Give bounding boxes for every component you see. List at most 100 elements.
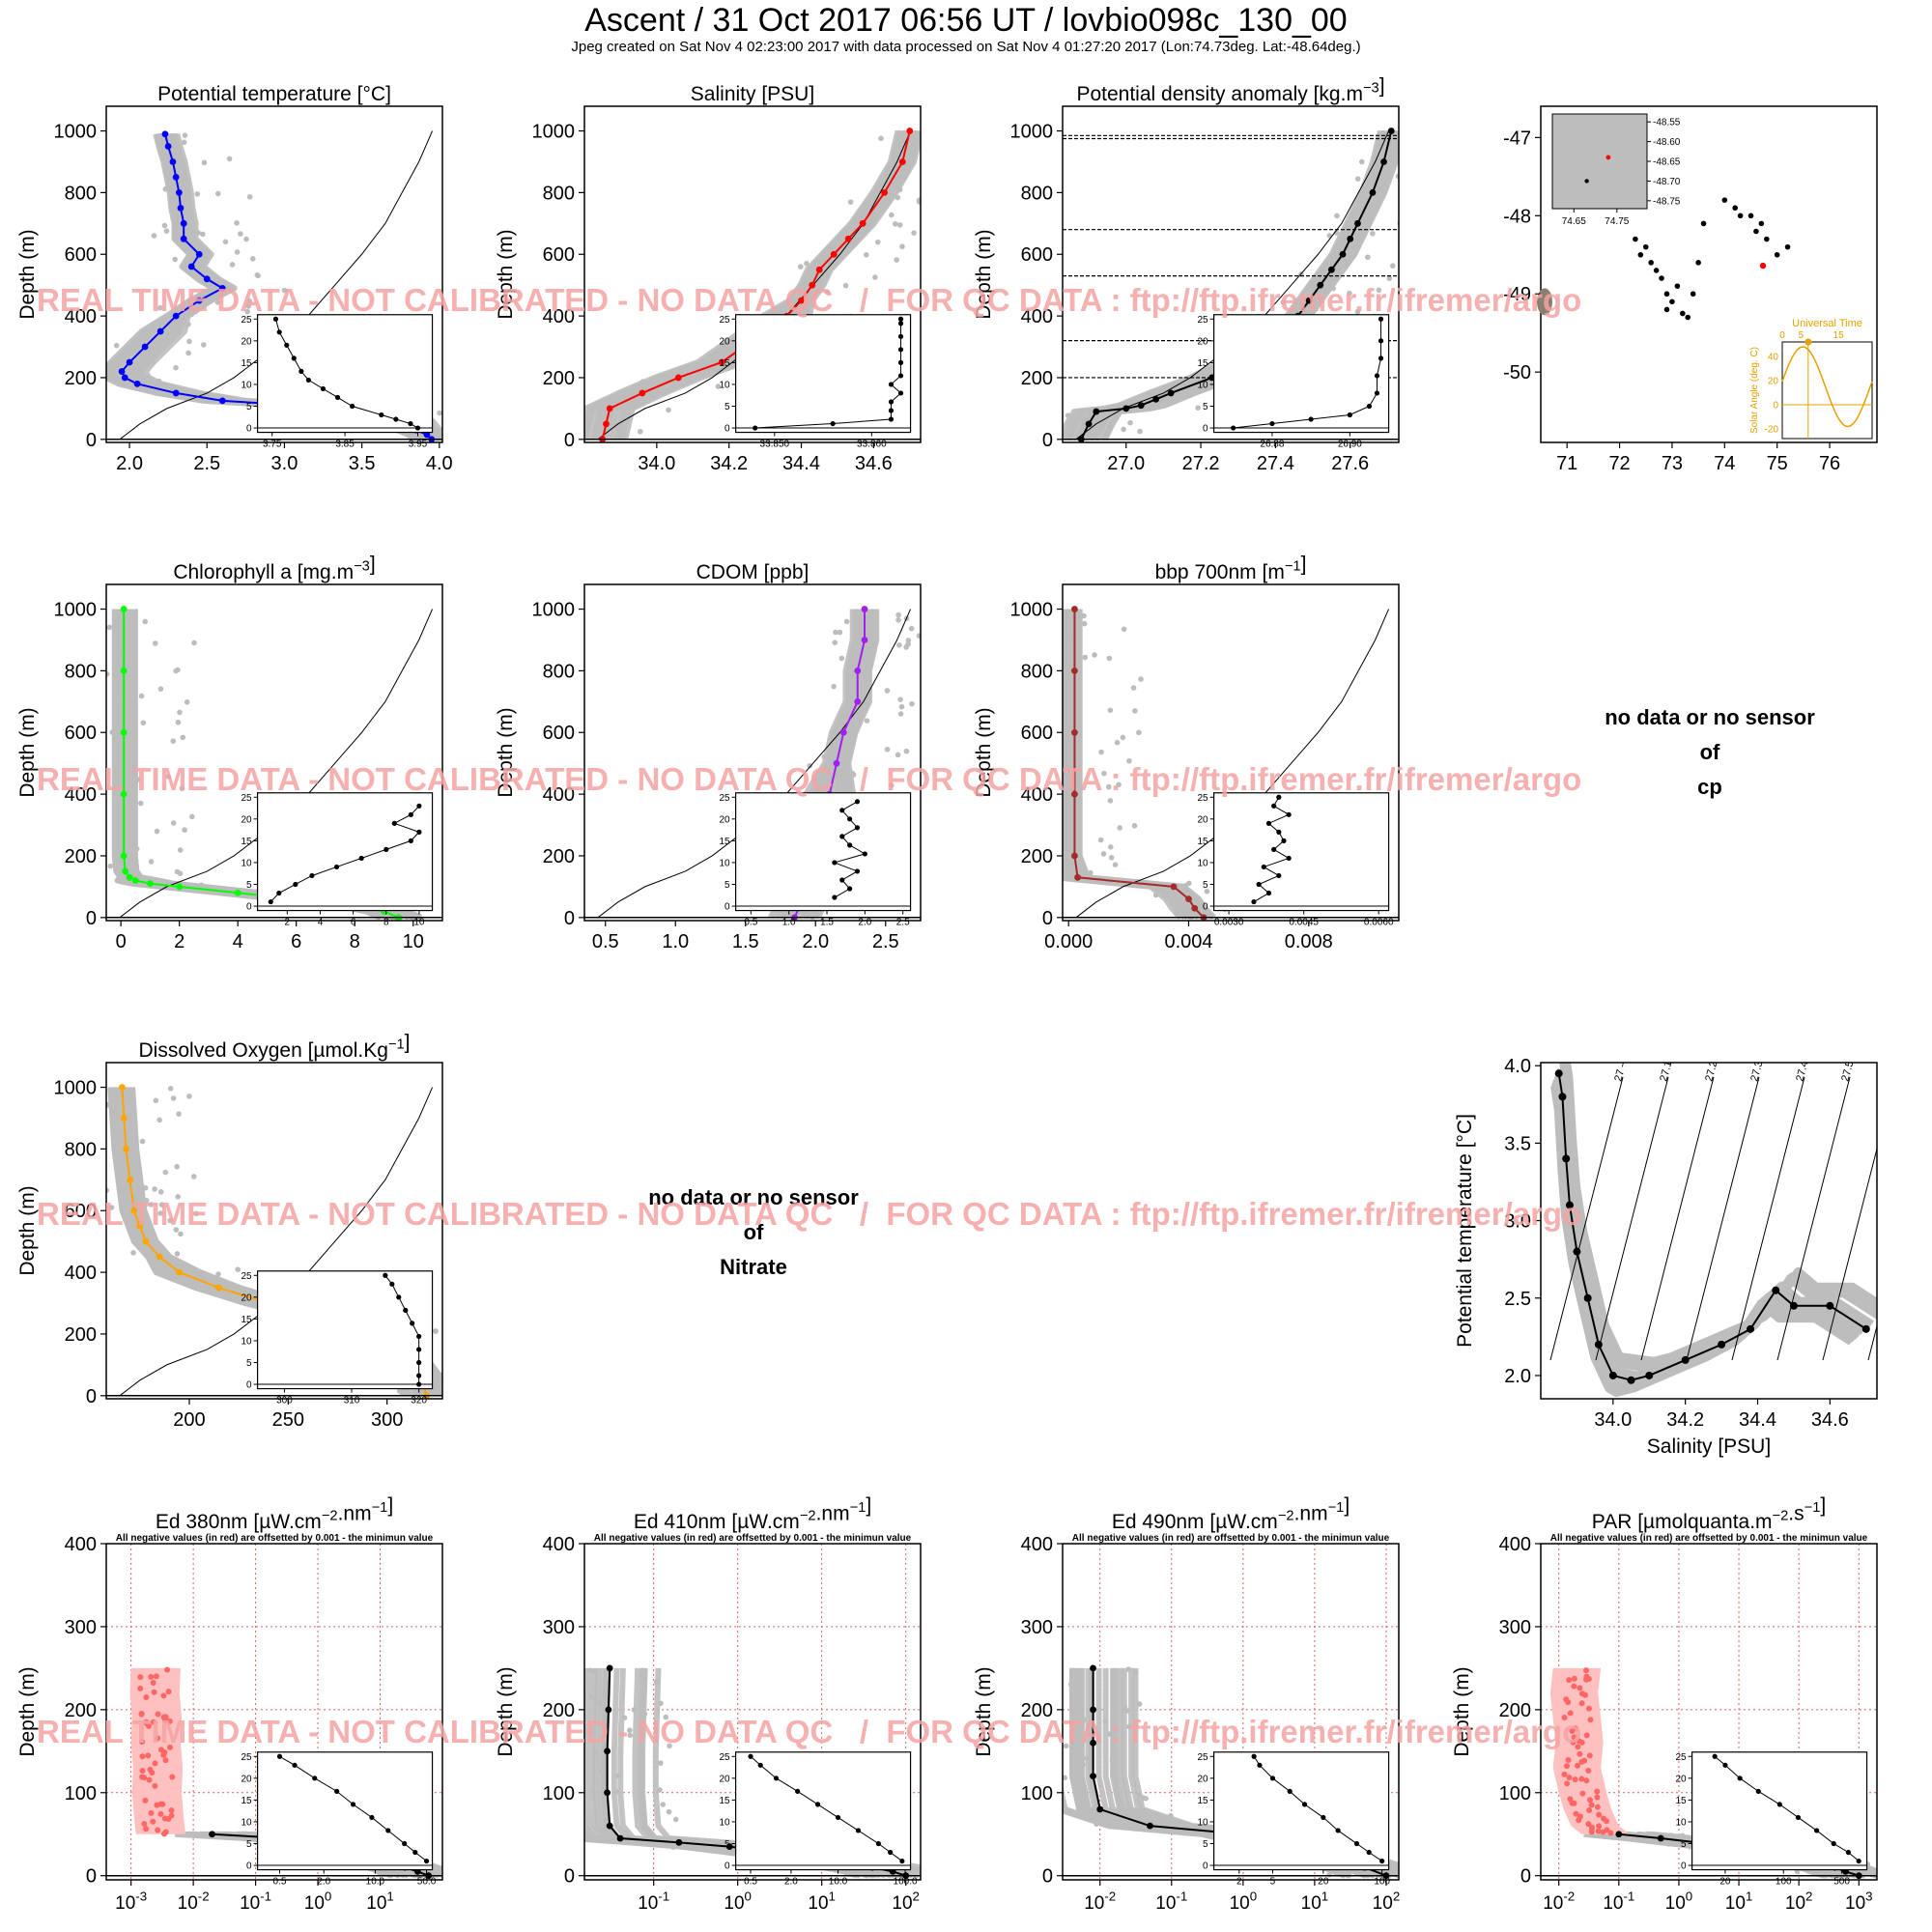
historical-point (804, 260, 810, 267)
historical-point (1421, 203, 1427, 209)
negative-value-point (1567, 1710, 1574, 1717)
inset-data-point (379, 412, 384, 418)
inset-data-point (305, 377, 311, 384)
historical-point (190, 225, 197, 232)
ytick-label: 400 (65, 1534, 97, 1555)
historical-point (404, 1869, 411, 1875)
historical-point (148, 1202, 155, 1208)
historical-point (396, 1388, 403, 1394)
inset-data-point (1251, 1753, 1257, 1759)
historical-point (1074, 631, 1080, 637)
profile-data-point (203, 275, 211, 283)
historical-point (1354, 176, 1361, 183)
negative-value-point (168, 1807, 175, 1814)
inset-xtick-label: 3.95 (409, 440, 428, 450)
xtick-label: 10-1 (240, 1889, 271, 1914)
ts-data-point (1681, 1355, 1690, 1364)
inset-data-point (847, 816, 853, 822)
historical-point (866, 668, 872, 675)
historical-point (1136, 1701, 1143, 1707)
historical-point (836, 779, 842, 785)
profile-data-point (1380, 158, 1387, 165)
historical-point (850, 772, 857, 778)
inset-ytick-label: 10 (1675, 1817, 1687, 1828)
historical-point (853, 623, 860, 630)
ylabel: Depth (m) (495, 229, 517, 319)
inset-data-point (416, 829, 422, 835)
historical-point (1082, 654, 1089, 661)
historical-point (1113, 1791, 1120, 1798)
inset-xtick-label: 10.0 (829, 1877, 848, 1888)
negative-value-point (152, 1760, 158, 1767)
inset-data-point (298, 368, 304, 375)
historical-point (1102, 1719, 1108, 1724)
historical-point (672, 1816, 679, 1823)
panel-title: CDOM [ppb] (696, 561, 810, 583)
profile-data-point (906, 128, 914, 134)
profile-data-point (606, 1822, 613, 1830)
negative-value-point (1583, 1673, 1590, 1680)
historical-point (598, 1768, 605, 1774)
historical-point (1399, 188, 1405, 194)
negative-value-point (1564, 1780, 1571, 1787)
profile-data-point (854, 697, 862, 705)
inset-ytick-label: 15 (719, 837, 730, 847)
float-position (1680, 310, 1686, 317)
zoom-ytick-label: -48.70 (1653, 177, 1681, 187)
inset-xtick-label: 10.0 (366, 1877, 385, 1888)
inset-data-point (795, 1788, 801, 1794)
negative-value-point (143, 1826, 150, 1833)
historical-point (194, 191, 201, 197)
inset-data-point (1321, 1814, 1326, 1821)
inset-data-point (757, 1762, 763, 1768)
profile-data-point (861, 606, 868, 612)
historical-point (1412, 214, 1418, 220)
inset-xtick-label: 320 (411, 1396, 427, 1406)
historical-point (884, 688, 891, 694)
xtick-label: 34.0 (1594, 1409, 1632, 1431)
isopycnal-label: 27.4 – (1794, 1050, 1813, 1082)
plot-frame (1062, 1543, 1400, 1881)
historical-point (254, 271, 261, 278)
profile-data-point (1657, 1834, 1664, 1842)
negative-value-point (1577, 1813, 1583, 1820)
historical-point (170, 1095, 177, 1101)
negative-value-point (1575, 1762, 1581, 1769)
historical-point (229, 262, 236, 268)
historical-point (1354, 308, 1361, 315)
historical-point (1436, 135, 1442, 141)
historical-point (1313, 305, 1319, 312)
negative-value-point (153, 1673, 159, 1680)
historical-point (1057, 854, 1063, 860)
profile-data-point (815, 266, 823, 273)
ytick-label: 800 (543, 661, 575, 682)
xtick-label: 34.2 (1666, 1409, 1704, 1431)
historical-point (141, 351, 148, 357)
negative-value-point (157, 1810, 164, 1817)
historical-point (831, 683, 837, 690)
negative-value-point (1595, 1828, 1602, 1834)
panel-title: Potential temperature [°C] (157, 83, 391, 105)
profile-data-point (725, 1843, 733, 1851)
inset-data-point (408, 420, 413, 427)
inset-data-point (408, 811, 413, 817)
historical-point (1107, 707, 1114, 714)
historical-point (245, 303, 252, 309)
historical-point (712, 353, 718, 358)
historical-point (576, 1787, 582, 1793)
negative-value-point (155, 1711, 161, 1718)
ytick-label: 1000 (54, 1078, 98, 1099)
historical-point (897, 696, 903, 702)
profile-data-point (1090, 1664, 1096, 1672)
profile-data-point (126, 873, 133, 881)
historical-point (1055, 691, 1061, 696)
map-ytick-label: -48 (1503, 206, 1531, 227)
ytick-label: 3.0 (1504, 1211, 1531, 1233)
ts-data-point (1608, 1371, 1617, 1379)
historical-point (180, 734, 186, 741)
ytick-label: 100 (543, 1783, 575, 1804)
historical-point (173, 364, 179, 371)
inset-data-point (272, 316, 279, 322)
inset-ytick-label: 25 (719, 315, 730, 326)
inset-ytick-label: 10 (241, 1817, 252, 1828)
